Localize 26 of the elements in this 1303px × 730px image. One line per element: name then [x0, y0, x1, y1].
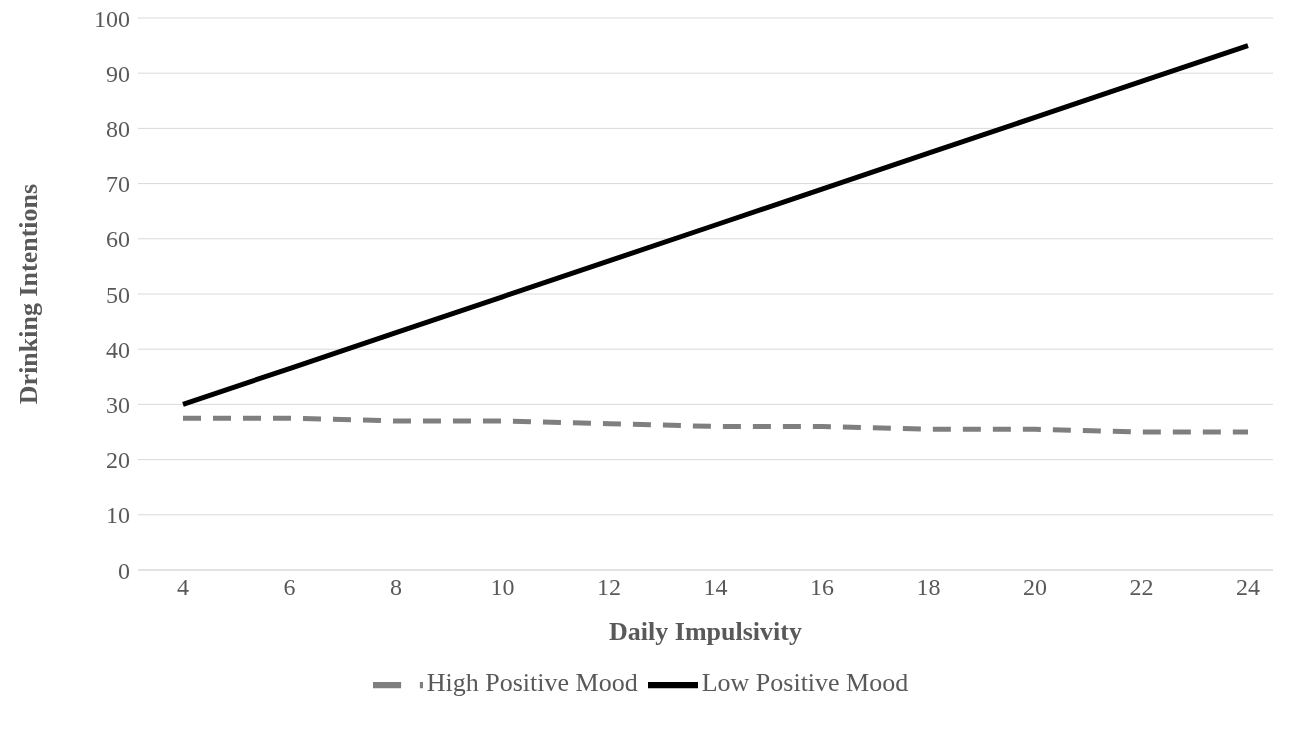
x-tick-label: 22	[1129, 574, 1154, 601]
y-tick-label: 90	[106, 60, 130, 87]
x-tick-label: 12	[597, 574, 621, 601]
legend-label: Low Positive Mood	[701, 667, 909, 697]
y-tick-label: 20	[106, 447, 130, 474]
y-tick-label: 30	[106, 391, 130, 418]
y-axis-title: Drinking Intentions	[14, 183, 44, 405]
y-tick-label: 40	[106, 336, 130, 363]
legend-label: High Positive Mood	[426, 667, 638, 697]
y-tick-label: 10	[106, 502, 130, 529]
x-tick-label: 10	[490, 574, 515, 601]
x-tick-label: 20	[1023, 574, 1047, 601]
y-tick-label: 60	[106, 226, 130, 253]
y-tick-label: 100	[94, 5, 130, 32]
y-tick-label: 80	[106, 115, 130, 142]
x-tick-label: 14	[703, 574, 728, 601]
x-tick-label: 6	[283, 574, 296, 601]
x-axis-title: Daily Impulsivity	[609, 617, 802, 646]
x-tick-label: 16	[810, 574, 834, 601]
x-tick-label: 24	[1236, 574, 1260, 601]
y-tick-label: 70	[106, 171, 130, 198]
y-tick-label: 0	[118, 557, 130, 584]
x-tick-label: 4	[177, 574, 189, 601]
x-tick-label: 18	[916, 574, 941, 601]
x-tick-label: 8	[390, 574, 402, 601]
y-tick-label: 50	[106, 281, 130, 308]
